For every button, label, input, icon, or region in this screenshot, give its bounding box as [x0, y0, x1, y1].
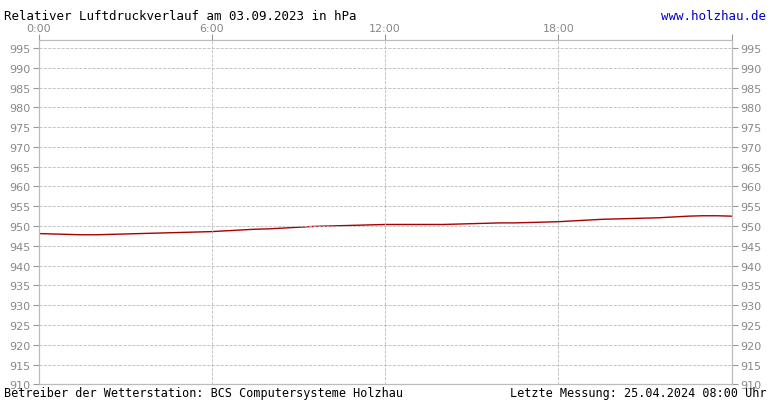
- Text: Relativer Luftdruckverlauf am 03.09.2023 in hPa: Relativer Luftdruckverlauf am 03.09.2023…: [4, 10, 357, 23]
- Text: Betreiber der Wetterstation: BCS Computersysteme Holzhau: Betreiber der Wetterstation: BCS Compute…: [4, 386, 403, 399]
- Text: Letzte Messung: 25.04.2024 08:00 Uhr: Letzte Messung: 25.04.2024 08:00 Uhr: [510, 386, 766, 399]
- Text: www.holzhau.de: www.holzhau.de: [661, 10, 766, 23]
